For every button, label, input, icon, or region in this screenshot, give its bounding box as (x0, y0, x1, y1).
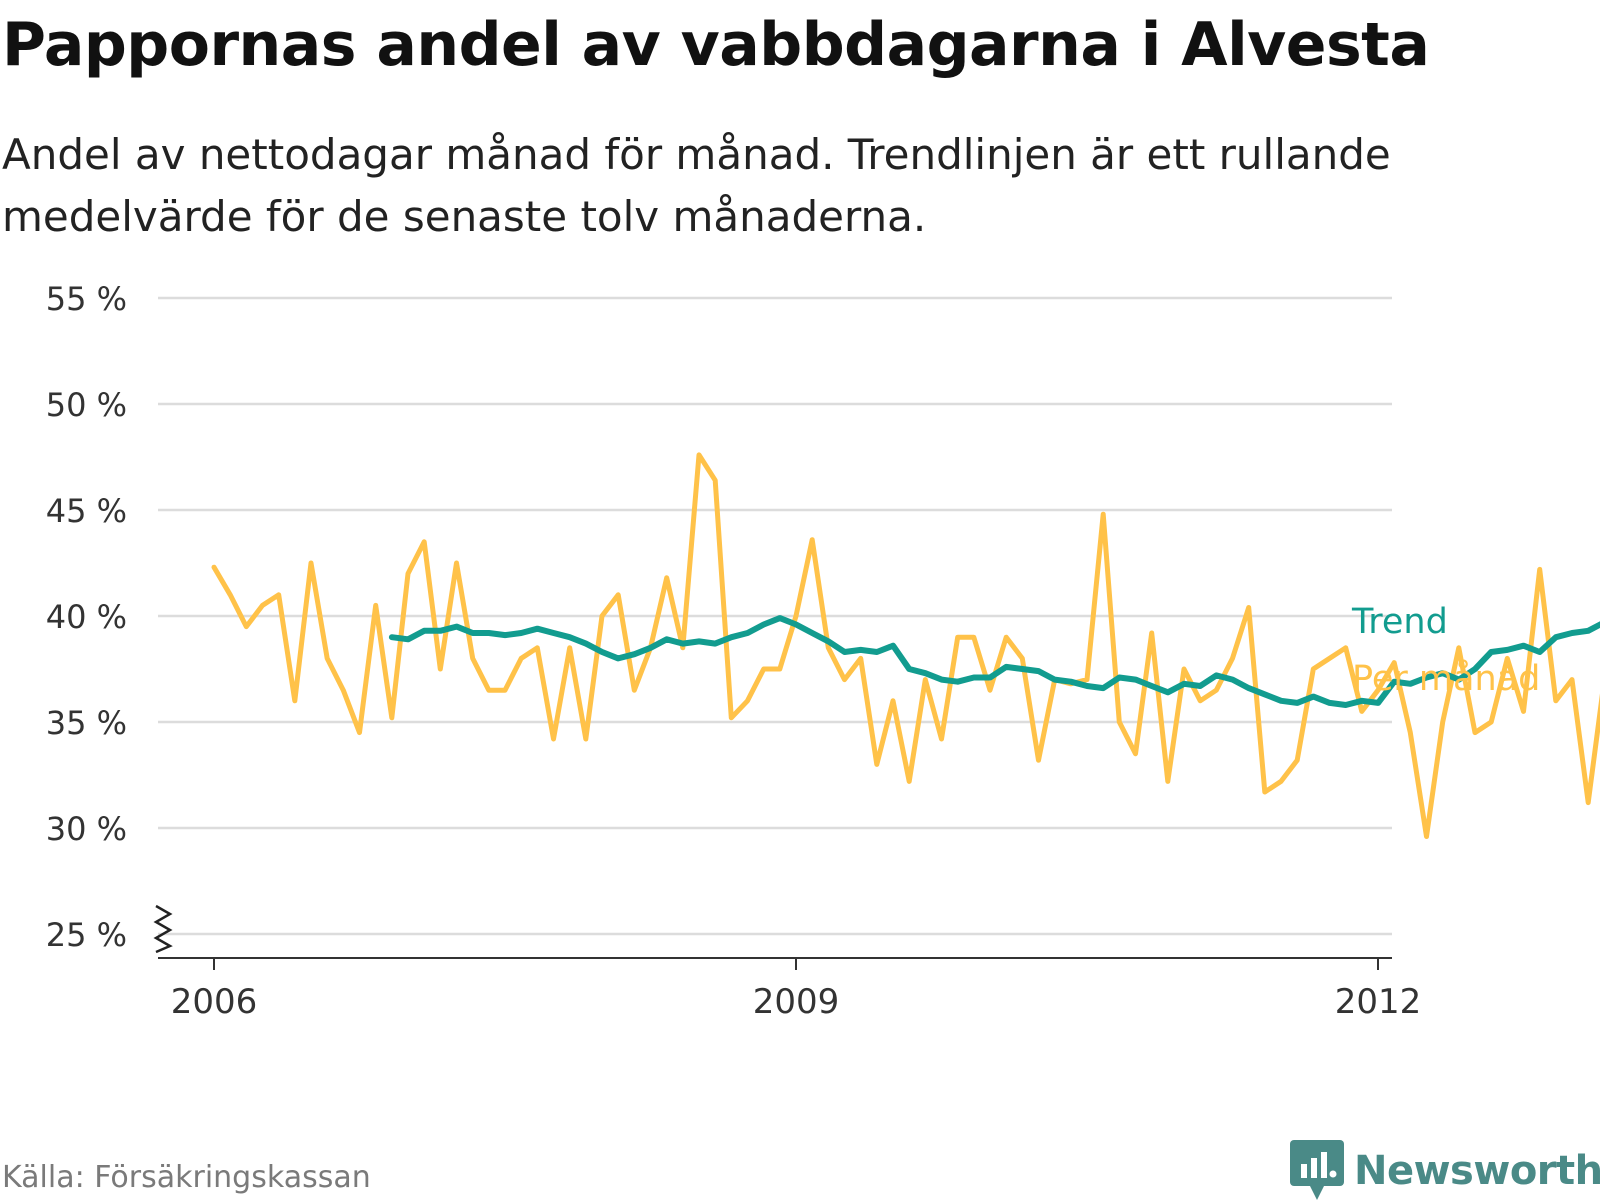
chart-title: Pappornas andel av vabbdagarna i Alvesta (2, 10, 1430, 80)
x-tick-label: 2006 (171, 982, 258, 1022)
trend-label: Trend (1351, 602, 1448, 642)
y-tick-label: 45 % (46, 492, 127, 530)
x-tick-label: 2012 (1335, 982, 1422, 1022)
series-labels: Trend Per månad (1351, 602, 1540, 699)
y-tick-label: 25 % (46, 916, 127, 954)
x-axis: 2006200920122015201820212023 (153, 904, 1422, 1022)
source-note: Källa: Försäkringskassan (2, 1160, 371, 1195)
axis-break-icon (153, 904, 173, 954)
brand-name: Newsworthy (1354, 1148, 1600, 1194)
series-lines (211, 452, 1600, 839)
newsworthy-logo-icon (1290, 1140, 1344, 1200)
y-tick-label: 50 % (46, 386, 127, 424)
monthly-label: Per månad (1352, 658, 1540, 699)
chart-subtitle: Andel av nettodagar månad för månad. Tre… (2, 130, 1391, 241)
gridlines: 25 % 30 % 35 % 40 % 45 % 50 % 55 % (46, 280, 1392, 954)
trend-line (388, 615, 1600, 708)
monthly-line (211, 452, 1600, 839)
y-tick-label: 55 % (46, 280, 127, 318)
line-chart: 25 % 30 % 35 % 40 % 45 % 50 % 55 % 2006 2009 201… (46, 280, 1600, 1022)
x-tick-label: 2009 (753, 982, 840, 1022)
y-tick-label: 35 % (46, 704, 127, 742)
brand-logo-block[interactable]: Newsworthy (1290, 1140, 1600, 1202)
y-tick-label: 40 % (46, 598, 127, 636)
y-tick-label: 30 % (46, 810, 127, 848)
